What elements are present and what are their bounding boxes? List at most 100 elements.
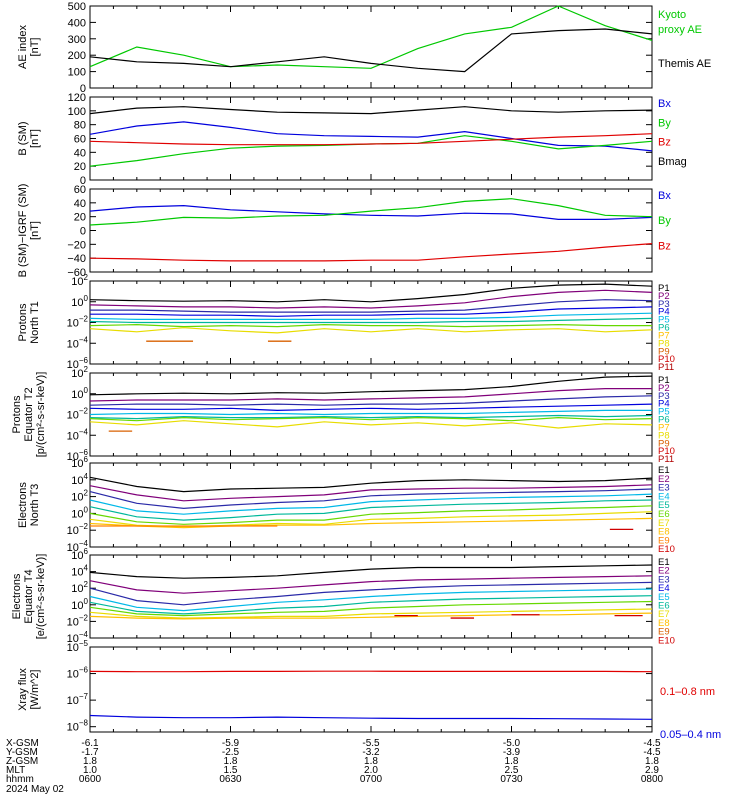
y-tick-label: 10−7 bbox=[67, 692, 89, 707]
x-row-value: -5.0 bbox=[503, 738, 521, 749]
x-row-value: 1.5 bbox=[224, 765, 238, 776]
y-axis-label: Xray flux bbox=[17, 668, 29, 711]
y-axis-label: Equator T2 bbox=[23, 387, 35, 441]
legend-label: E7 bbox=[658, 609, 670, 620]
y-tick-label: 10−4 bbox=[67, 427, 89, 442]
y-axis-label: AE index bbox=[17, 24, 29, 69]
legend-label: E9 bbox=[658, 535, 670, 546]
legend-label: P9 bbox=[658, 346, 670, 357]
series-line-e4 bbox=[89, 588, 653, 612]
series-line-e2 bbox=[89, 575, 653, 594]
legend-label: E2 bbox=[658, 474, 670, 485]
x-row-value: 1.8 bbox=[224, 756, 238, 767]
x-row-value: -6.1 bbox=[81, 738, 99, 749]
y-tick-label: 102 bbox=[71, 365, 88, 380]
legend-label: P6 bbox=[658, 323, 670, 334]
legend-label: P5 bbox=[658, 315, 670, 326]
legend-label: E7 bbox=[658, 518, 670, 529]
y-tick-label: 100 bbox=[71, 386, 88, 401]
y-tick-label: 104 bbox=[71, 472, 88, 487]
legend-label: P6 bbox=[658, 415, 670, 426]
legend-label: By bbox=[658, 117, 671, 129]
legend-label: proxy AE bbox=[658, 24, 702, 36]
series-line-p8 bbox=[89, 327, 653, 334]
y-tick-label: 10−2 bbox=[67, 613, 89, 628]
x-row-value: -4.5 bbox=[643, 738, 661, 749]
y-tick-label: 10−4 bbox=[67, 335, 89, 350]
y-tick-label: 102 bbox=[71, 489, 88, 504]
x-row-value: 2.0 bbox=[364, 765, 378, 776]
y-axis-label: Protons bbox=[17, 303, 29, 341]
series-line-p2 bbox=[89, 388, 652, 402]
panel-8: 10−5 10−6 10−7 10−8 Xray flux [W/m^2] 0.1–0.8 … bbox=[17, 639, 721, 741]
legend-label: P2 bbox=[658, 291, 670, 302]
y-tick-label: 120 bbox=[68, 92, 86, 104]
series-line-e3 bbox=[89, 581, 653, 606]
series-line-p4 bbox=[89, 403, 653, 412]
series-line-bz bbox=[89, 243, 653, 262]
y-tick-label: 10−8 bbox=[67, 719, 89, 734]
y-tick-label: 0 bbox=[80, 175, 86, 187]
x-row-value: -5.5 bbox=[362, 738, 380, 749]
y-tick-label: 102 bbox=[71, 273, 88, 288]
x-row-label: X-GSM bbox=[6, 738, 39, 749]
series-line-p6 bbox=[89, 414, 653, 420]
y-tick-label: 10−2 bbox=[67, 407, 89, 422]
legend-label: P5 bbox=[658, 407, 670, 418]
y-tick-label: −60 bbox=[67, 267, 86, 279]
x-row-value: 0600 bbox=[79, 774, 102, 785]
legend-label: E9 bbox=[658, 627, 670, 638]
series-line-e6 bbox=[89, 600, 653, 617]
series-line-by bbox=[89, 135, 653, 167]
y-tick-label: 60 bbox=[74, 134, 86, 146]
series-line-e7 bbox=[89, 608, 653, 619]
series-line-by bbox=[89, 198, 653, 226]
legend-label: E10 bbox=[658, 635, 675, 646]
y-tick-label: 10−2 bbox=[67, 522, 89, 537]
y-tick-label: 104 bbox=[71, 564, 88, 579]
y-axis-label: [W/m^2] bbox=[29, 670, 41, 710]
y-tick-label: 10−6 bbox=[67, 666, 89, 681]
series-line-p1 bbox=[89, 283, 653, 303]
series-line-e8 bbox=[89, 517, 653, 529]
panel-3: −60 −40 −200 20 40 60 B (SM)−IGRF (SM) [nT] Bx By… bbox=[17, 184, 671, 279]
y-axis-label: B (SM) bbox=[17, 121, 29, 155]
legend-label: E8 bbox=[658, 618, 670, 629]
y-tick-label: 102 bbox=[71, 580, 88, 595]
x-row-value: 0800 bbox=[641, 774, 664, 785]
y-tick-label: 10−6 bbox=[67, 356, 89, 371]
y-axis-label: North T1 bbox=[29, 301, 41, 344]
y-tick-label: −40 bbox=[67, 253, 86, 265]
y-tick-label: 10−2 bbox=[67, 315, 89, 330]
y-tick-label: 106 bbox=[71, 547, 88, 562]
y-tick-label: 0 bbox=[80, 226, 86, 238]
y-axis-label: North T3 bbox=[29, 484, 41, 527]
series-line-e3 bbox=[89, 488, 653, 510]
y-tick-label: 10−6 bbox=[67, 448, 89, 463]
series-line-e7 bbox=[89, 511, 653, 528]
x-row-value: 0730 bbox=[500, 774, 523, 785]
legend-label: P8 bbox=[658, 430, 670, 441]
y-axis-label: [nT] bbox=[29, 221, 41, 240]
series-line-e2 bbox=[89, 484, 653, 502]
legend-label: P11 bbox=[658, 362, 674, 373]
x-row-value: 2.5 bbox=[505, 765, 519, 776]
x-row-value: 1.8 bbox=[364, 756, 378, 767]
legend-label: Bx bbox=[658, 190, 671, 202]
legend-label: Kyoto bbox=[658, 9, 686, 21]
legend-label: P1 bbox=[658, 283, 670, 294]
series-line-p8 bbox=[89, 420, 653, 429]
legend-label: 0.1–0.8 nm bbox=[660, 686, 715, 698]
series-line-p4 bbox=[90, 306, 653, 317]
y-axis-label: [nT] bbox=[29, 129, 41, 148]
series-line-p7 bbox=[89, 323, 652, 328]
y-tick-label: 40 bbox=[74, 147, 86, 159]
y-axis-label: Equator T4 bbox=[23, 569, 35, 623]
x-row-value: -3.2 bbox=[362, 747, 380, 758]
x-row-value: -3.9 bbox=[503, 747, 521, 758]
legend-label: P7 bbox=[658, 330, 670, 341]
